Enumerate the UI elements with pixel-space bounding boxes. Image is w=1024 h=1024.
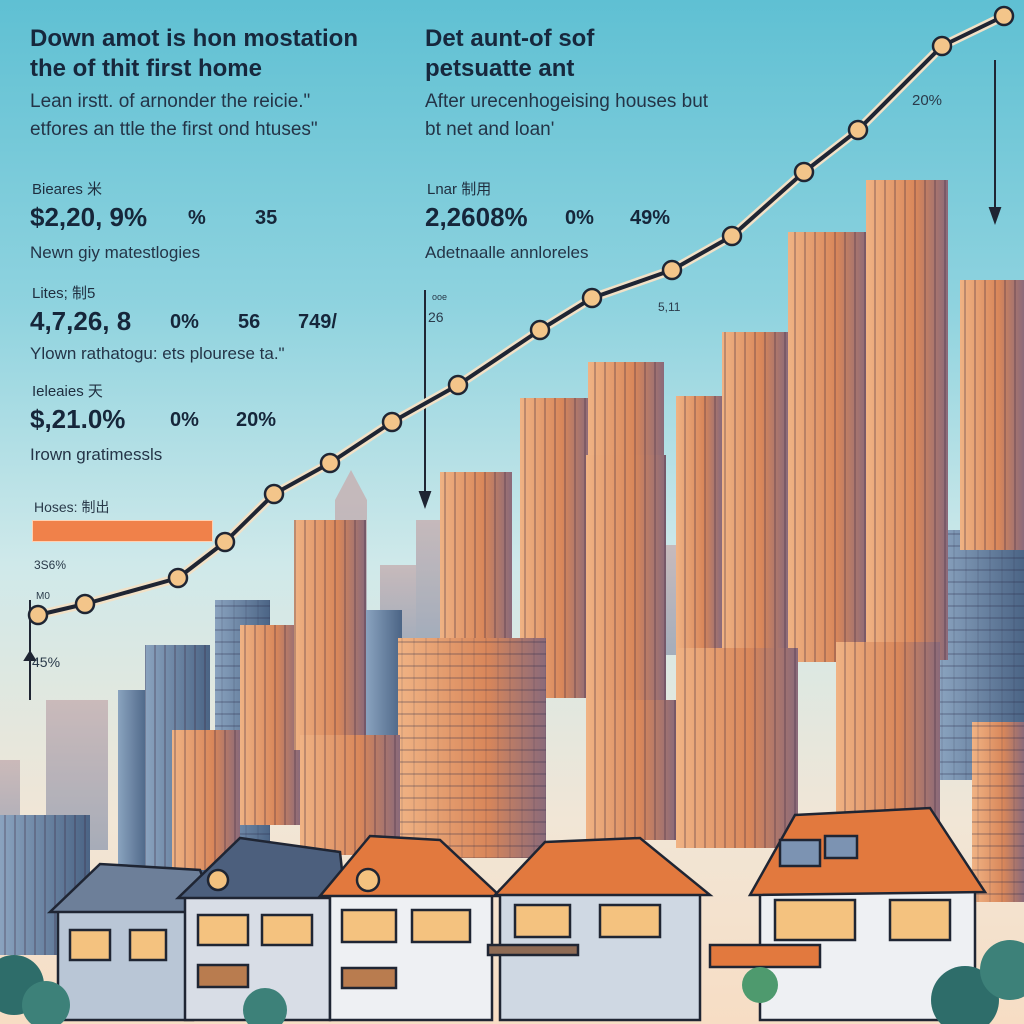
house-1 xyxy=(46,862,217,1022)
houses xyxy=(46,806,988,1022)
stat2-value-1: 4,7,26, 8 xyxy=(30,306,132,336)
left-title-line-1: Down amot is hon mostation xyxy=(30,25,358,52)
trend-point xyxy=(263,483,285,505)
trend-point xyxy=(993,5,1015,27)
stat3-value-3: 20% xyxy=(236,409,277,431)
house-2 xyxy=(174,836,347,1022)
stat2-label: Lites; 制5 xyxy=(32,285,96,302)
stat1-value-1: $2,20, 9% xyxy=(30,202,148,232)
trend-point xyxy=(581,287,603,309)
marker-small-label: ooe xyxy=(432,292,448,302)
left-subtitle-line-2: etfores an ttle the first ond htuses" xyxy=(30,119,318,140)
trend-point xyxy=(721,225,743,247)
marker-value: 26 xyxy=(428,309,444,325)
right-subtitle-line-1: After urecenhogeising houses but xyxy=(425,91,709,112)
trend-point xyxy=(319,452,341,474)
trend-point xyxy=(74,593,96,615)
left-subtitle-line-1: Lean irstt. of arnonder the reicie." xyxy=(30,91,311,112)
stat1-label: Bieares 米 xyxy=(32,181,103,198)
trend-point xyxy=(381,411,403,433)
houses-bar-track xyxy=(32,520,856,542)
trend-point xyxy=(27,604,49,626)
stat1-description: Newn giy matestlogies xyxy=(30,243,201,262)
stat3-value-1: $,21.0% xyxy=(30,404,126,434)
house-3 xyxy=(317,834,504,1022)
trend-point xyxy=(167,567,189,589)
houses-label: Hoses: 制出 xyxy=(34,499,110,515)
mid-value: 5,11 xyxy=(658,300,681,314)
right-stat-label: Lnar 制用 xyxy=(427,181,492,198)
stat3-description: Irown gratimessls xyxy=(30,445,163,464)
house-5 xyxy=(708,806,988,1022)
stat1-value-3: 35 xyxy=(255,207,278,229)
right-title-line-1: Det aunt-of sof xyxy=(425,25,595,52)
stat1-value-2: % xyxy=(188,207,206,229)
right-title-line-2: petsuatte ant xyxy=(425,55,575,82)
trend-point xyxy=(214,531,236,553)
stat3-label: Ieleaies 天 xyxy=(32,383,103,400)
right-stat-description: Adetnaalle annloreles xyxy=(425,243,589,262)
house-4 xyxy=(486,836,714,1022)
left-title-line-2: the of thit first home xyxy=(30,55,262,82)
foliage xyxy=(0,940,1024,1024)
stat3-value-2: 0% xyxy=(170,409,199,431)
stat2-description: Ylown rathatogu: ets plourese ta." xyxy=(30,344,285,363)
stat2-value-3: 56 xyxy=(238,311,261,333)
trend-line-core xyxy=(37,14,1005,617)
trend-point xyxy=(529,319,551,341)
trend-point xyxy=(661,259,683,281)
stat2-value-4: 749/ xyxy=(298,311,337,333)
mid-buildings xyxy=(0,530,1024,955)
bottom-value: 45% xyxy=(32,654,61,670)
trend-point xyxy=(447,374,469,396)
trend-point xyxy=(847,119,869,141)
trend-point xyxy=(793,161,815,183)
peak-value: 20% xyxy=(912,92,943,109)
stat2-value-2: 0% xyxy=(170,311,199,333)
right-subtitle-line-2: bt net and loan' xyxy=(425,119,555,140)
houses-value: 3S6% xyxy=(34,558,67,572)
trend-point xyxy=(931,35,953,57)
towers xyxy=(172,180,1024,902)
right-stat-value-2: 0% xyxy=(565,207,594,229)
trend-points xyxy=(27,5,1015,626)
houses-bar xyxy=(32,520,214,542)
start-label: M0 xyxy=(36,591,50,602)
right-stat-value-1: 2,2608% xyxy=(425,202,528,232)
right-stat-value-3: 49% xyxy=(630,207,671,229)
